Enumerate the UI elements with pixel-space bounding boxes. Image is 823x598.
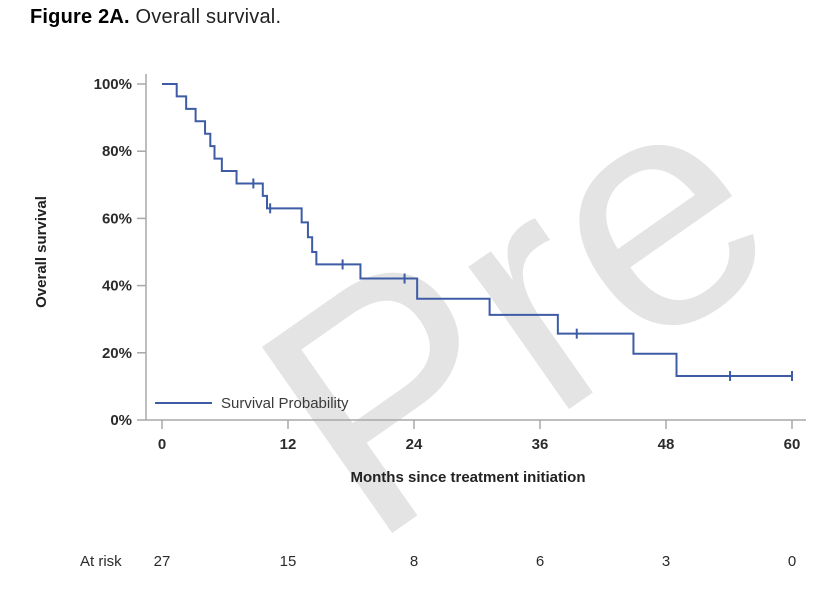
at-risk-count: 3 — [662, 553, 670, 570]
at-risk-count: 27 — [154, 553, 171, 570]
at-risk-count: 8 — [410, 553, 418, 570]
y-tick-label: 0% — [110, 412, 132, 429]
y-tick-label: 100% — [94, 76, 132, 93]
at-risk-count: 0 — [788, 553, 796, 570]
figure-caption: Figure 2A. Overall survival. — [30, 6, 281, 29]
y-axis-title: Overall survival — [33, 196, 50, 308]
x-tick-label: 60 — [784, 436, 801, 453]
x-tick-label: 12 — [280, 436, 297, 453]
legend-label: Survival Probability — [221, 395, 349, 412]
x-tick-label: 0 — [158, 436, 166, 453]
at-risk-count: 15 — [280, 553, 297, 570]
y-tick-label: 20% — [102, 345, 132, 362]
x-tick-label: 48 — [658, 436, 675, 453]
y-tick-label: 40% — [102, 278, 132, 295]
figure-number: Figure 2A. — [30, 6, 130, 28]
x-tick-label: 36 — [532, 436, 549, 453]
y-tick-label: 80% — [102, 143, 132, 160]
x-axis-title: Months since treatment initiation — [350, 469, 585, 486]
survival-curve — [162, 83, 792, 377]
at-risk-count: 6 — [536, 553, 544, 570]
x-tick-label: 24 — [406, 436, 423, 453]
y-tick-label: 60% — [102, 210, 132, 227]
at-risk-label: At risk — [80, 553, 122, 570]
figure-title: Overall survival. — [129, 6, 282, 28]
